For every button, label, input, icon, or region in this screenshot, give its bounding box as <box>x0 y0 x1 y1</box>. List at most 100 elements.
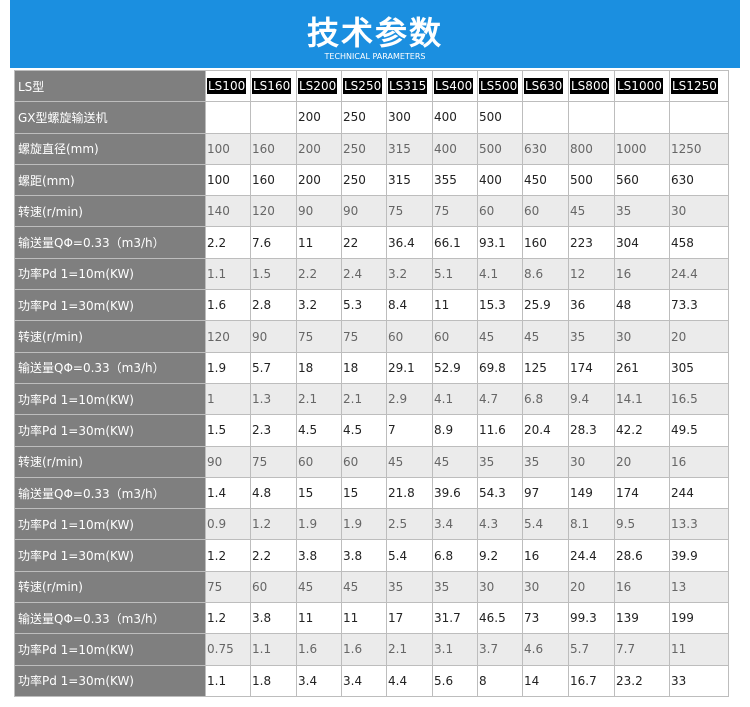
cell: 500 <box>477 101 523 134</box>
cell: 35 <box>477 445 523 478</box>
cell: 2.5 <box>386 508 433 541</box>
cell: 3.8 <box>250 602 297 635</box>
cell: 39.6 <box>432 476 478 510</box>
row: 功率Pd 1=10m(KW) 0.75 1.1 1.6 1.6 2.1 3.1 3.7 4.6 5… <box>14 633 729 666</box>
row: 功率Pd 1=30m(KW) 1.6 2.8 3.2 5.3 8.4 11 15.3 25.9 3… <box>14 289 729 322</box>
row-label: 输送量QΦ=0.33（m3/h） <box>14 476 206 510</box>
cell: 1.6 <box>205 289 251 322</box>
cell: 75 <box>341 320 387 353</box>
cell: 1.3 <box>250 382 297 416</box>
cell: 400 <box>432 101 478 134</box>
cell: 3.4 <box>341 664 387 697</box>
cell: 60 <box>250 570 297 604</box>
row: 输送量QΦ=0.33（m3/h） 1.4 4.8 15 15 21.8 39.6 54.3 97… <box>14 476 729 510</box>
cell: 3.7 <box>477 633 523 666</box>
cell: 25.9 <box>522 289 569 322</box>
cell: 0.9 <box>205 508 251 541</box>
cell: 5.7 <box>568 633 615 666</box>
cell: 45 <box>522 320 569 353</box>
row-label: 转速(r/min) <box>14 445 206 478</box>
cell: 99.3 <box>568 602 615 635</box>
header-label: LS250 <box>343 78 383 95</box>
header-label: LS1000 <box>616 78 663 95</box>
cell: 60 <box>296 445 342 478</box>
cell: 15 <box>296 476 342 510</box>
cell: 35 <box>568 320 615 353</box>
header-label: LS100 <box>207 78 247 95</box>
cell: 8 <box>477 664 523 697</box>
cell: 45 <box>386 445 433 478</box>
cell: 16.7 <box>568 664 615 697</box>
row-label: 功率Pd 1=30m(KW) <box>14 539 206 572</box>
cell: 35 <box>522 445 569 478</box>
header-cell: LS100 <box>205 69 251 103</box>
cell: 3.1 <box>432 633 478 666</box>
cell: 16 <box>669 445 729 478</box>
cell: 33 <box>669 664 729 697</box>
cell: 305 <box>669 351 729 384</box>
cell: 560 <box>614 163 670 197</box>
cell: 5.4 <box>386 539 433 572</box>
cell: 3.2 <box>386 257 433 291</box>
cell: 5.6 <box>432 664 478 697</box>
row: 功率Pd 1=30m(KW) 1.2 2.2 3.8 3.8 5.4 6.8 9.2 16 24.… <box>14 539 729 572</box>
cell: 160 <box>522 226 569 259</box>
cell: 16 <box>614 570 670 604</box>
cell: 1.4 <box>205 476 251 510</box>
cell: 90 <box>205 445 251 478</box>
cell: 200 <box>296 163 342 197</box>
cell: 355 <box>432 163 478 197</box>
row-label: 功率Pd 1=10m(KW) <box>14 257 206 291</box>
cell: 160 <box>250 132 297 165</box>
cell: 97 <box>522 476 569 510</box>
cell: 73 <box>522 602 569 635</box>
header-cell: LS160 <box>250 69 297 103</box>
cell: 30 <box>522 570 569 604</box>
cell: 16 <box>522 539 569 572</box>
cell: 1 <box>205 382 251 416</box>
cell: 45 <box>568 195 615 228</box>
cell <box>205 101 251 134</box>
cell: 16.5 <box>669 382 729 416</box>
cell <box>568 101 615 134</box>
cell: 139 <box>614 602 670 635</box>
row: 输送量QΦ=0.33（m3/h） 1.2 3.8 11 11 17 31.7 46.5 73 99… <box>14 602 729 635</box>
row-label: 功率Pd 1=10m(KW) <box>14 633 206 666</box>
cell: 3.2 <box>296 289 342 322</box>
cell: 2.8 <box>250 289 297 322</box>
cell: 304 <box>614 226 670 259</box>
cell: 60 <box>477 195 523 228</box>
header-cell: LS400 <box>432 69 478 103</box>
row: 螺距(mm) 100 160 200 250 315 355 400 450 500 560 630 <box>14 163 729 197</box>
cell: 2.2 <box>250 539 297 572</box>
cell: 60 <box>341 445 387 478</box>
cell: 244 <box>669 476 729 510</box>
cell: 45 <box>296 570 342 604</box>
cell <box>250 101 297 134</box>
cell: 200 <box>296 132 342 165</box>
cell: 2.1 <box>296 382 342 416</box>
cell: 15 <box>341 476 387 510</box>
cell: 1250 <box>669 132 729 165</box>
cell: 3.8 <box>341 539 387 572</box>
cell: 14.1 <box>614 382 670 416</box>
cell: 8.9 <box>432 414 478 447</box>
cell: 20 <box>568 570 615 604</box>
cell: 1.8 <box>250 664 297 697</box>
cell: 21.8 <box>386 476 433 510</box>
cell: 400 <box>432 132 478 165</box>
cell: 52.9 <box>432 351 478 384</box>
cell: 90 <box>296 195 342 228</box>
cell: 42.2 <box>614 414 670 447</box>
cell: 75 <box>386 195 433 228</box>
cell: 30 <box>669 195 729 228</box>
cell: 20.4 <box>522 414 569 447</box>
cell: 17 <box>386 602 433 635</box>
cell: 174 <box>568 351 615 384</box>
cell: 7.6 <box>250 226 297 259</box>
cell: 48 <box>614 289 670 322</box>
cell: 45 <box>432 445 478 478</box>
cell: 13 <box>669 570 729 604</box>
cell: 36 <box>568 289 615 322</box>
